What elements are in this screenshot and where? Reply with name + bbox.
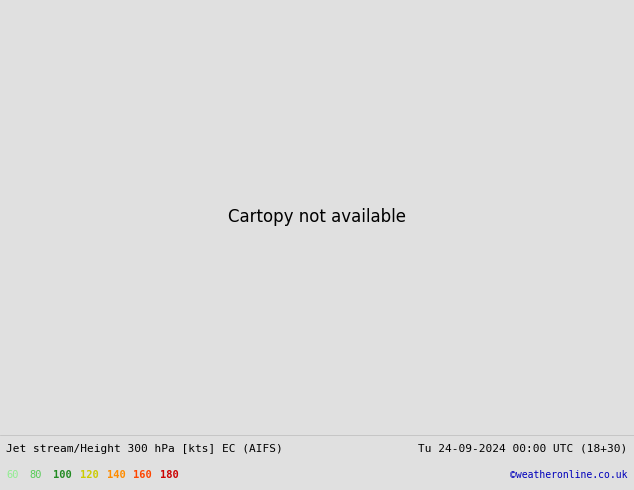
- Text: 140: 140: [107, 470, 126, 480]
- Text: 100: 100: [53, 470, 72, 480]
- Text: Jet stream/Height 300 hPa [kts] EC (AIFS): Jet stream/Height 300 hPa [kts] EC (AIFS…: [6, 444, 283, 454]
- Text: 120: 120: [80, 470, 99, 480]
- Text: 180: 180: [160, 470, 179, 480]
- Text: Cartopy not available: Cartopy not available: [228, 208, 406, 226]
- Text: 60: 60: [6, 470, 19, 480]
- Text: ©weatheronline.co.uk: ©weatheronline.co.uk: [510, 470, 628, 480]
- Text: 160: 160: [133, 470, 152, 480]
- Text: Tu 24-09-2024 00:00 UTC (18+30): Tu 24-09-2024 00:00 UTC (18+30): [418, 444, 628, 454]
- Text: 80: 80: [30, 470, 42, 480]
